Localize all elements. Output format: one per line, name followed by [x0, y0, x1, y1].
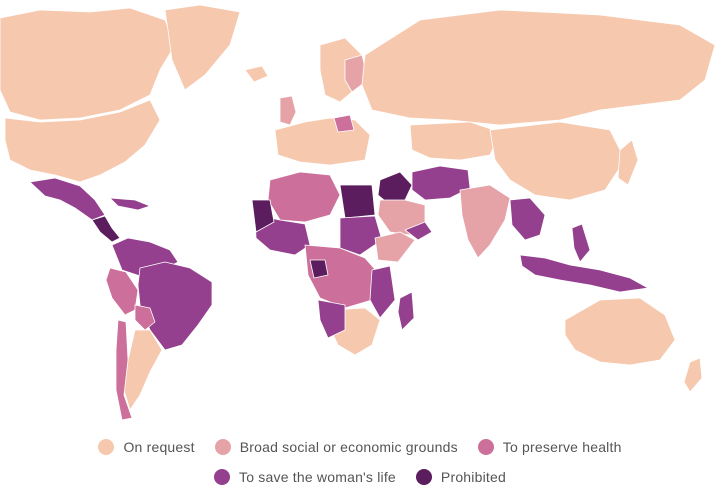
legend-item-broad-social: Broad social or economic grounds: [214, 439, 458, 455]
region-china: [489, 121, 626, 201]
legend-item-prohibited: Prohibited: [415, 469, 506, 485]
region-japan: [617, 139, 639, 186]
circle-swatch-icon: [477, 439, 494, 455]
region-philippines: [571, 223, 591, 263]
region-greenland: [164, 4, 241, 91]
region-canada: [0, 7, 176, 121]
legend-label: To save the woman's life: [239, 469, 396, 485]
circle-swatch-icon: [214, 469, 231, 485]
region-india: [459, 184, 511, 259]
region-southeast-asia: [509, 197, 546, 241]
region-ethiopia-horn: [374, 231, 416, 263]
region-brazil: [137, 261, 213, 351]
region-poland: [333, 114, 355, 133]
legend-label: Prohibited: [440, 469, 506, 485]
region-argentina: [123, 329, 163, 411]
region-indonesia: [519, 254, 649, 293]
region-northwest-africa: [267, 171, 341, 223]
legend-label: Broad social or economic grounds: [239, 439, 458, 455]
region-new-zealand: [683, 357, 703, 393]
region-chile: [115, 319, 133, 421]
legend-item-preserve-health: To preserve health: [477, 439, 622, 455]
legend-label: On request: [123, 439, 195, 455]
region-sudan: [339, 215, 383, 256]
region-congo: [309, 259, 329, 279]
legend-item-save-life: To save the woman's life: [214, 469, 396, 485]
region-egypt: [339, 184, 376, 219]
region-caribbean: [109, 197, 151, 211]
region-mexico: [29, 177, 106, 221]
circle-swatch-icon: [98, 439, 115, 455]
region-uk: [279, 95, 297, 126]
legend-row-1: On request Broad social or economic grou…: [0, 432, 720, 462]
world-map: [0, 4, 716, 421]
region-madagascar: [397, 291, 415, 331]
region-australia: [564, 297, 676, 366]
region-usa: [4, 99, 161, 183]
region-peru: [105, 267, 139, 316]
world-map-svg: [0, 4, 716, 421]
region-iceland: [244, 65, 269, 83]
circle-swatch-icon: [214, 439, 231, 455]
region-east-africa: [369, 265, 396, 319]
legend: On request Broad social or economic grou…: [0, 432, 720, 497]
region-mauritania-senegal: [251, 199, 275, 233]
region-central-america: [91, 215, 121, 243]
circle-swatch-icon: [415, 469, 432, 485]
region-russia: [361, 9, 716, 126]
region-yemen-oman: [404, 221, 433, 241]
legend-item-on-request: On request: [98, 439, 195, 455]
legend-row-2: To save the woman's life Prohibited: [0, 462, 720, 492]
region-bolivia: [134, 304, 156, 331]
region-central-asia: [409, 121, 501, 161]
region-angola-namibia: [317, 299, 346, 339]
legend-label: To preserve health: [502, 439, 622, 455]
